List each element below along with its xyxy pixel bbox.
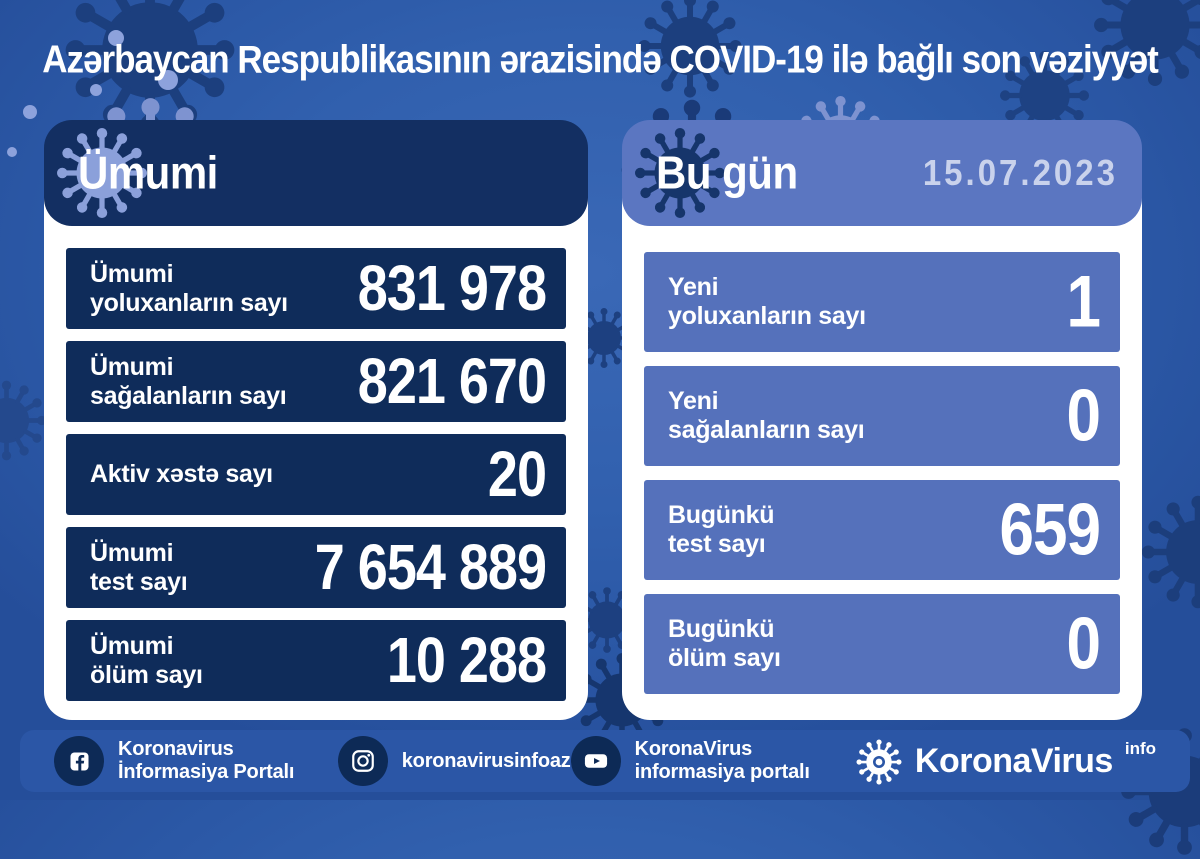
today-rows: Yeni yoluxanların sayı 1 Yeni sağalanlar… [644,252,1120,694]
panel-today-header: Bu gün 15.07.2023 [622,120,1142,226]
youtube-link[interactable]: KoronaVirus informasiya portalı [570,736,855,786]
stat-value: 0 [1066,375,1101,457]
facebook-label: Koronavirus İnformasiya Portalı [118,738,295,783]
stat-label: Ümumi ölüm sayı [90,631,203,689]
stat-label: Bugünkü test sayı [668,501,775,558]
stat-label: Bugünkü ölüm sayı [668,615,781,672]
stat-row-total-recovered: Ümumi sağalanların sayı 821 670 [66,341,566,422]
stat-row-total-infected: Ümumi yoluxanların sayı 831 978 [66,248,566,329]
facebook-link[interactable]: Koronavirus İnformasiya Portalı [54,736,338,786]
virus-logo-icon [856,739,902,784]
panel-today: Bu gün 15.07.2023 Yeni yoluxanların sayı… [622,120,1142,720]
stat-row-today-tests: Bugünkü test sayı 659 [644,480,1120,580]
footer-bar: Koronavirus İnformasiya Portalı koronavi… [20,730,1190,792]
stat-value: 1 [1066,261,1101,343]
dot-decoration [108,30,124,46]
stat-value: 10 288 [386,625,547,696]
panel-total-title: Ümumi [78,146,218,199]
brand-name: KoronaVirus [914,741,1113,780]
stat-row-new-recovered: Yeni sağalanların sayı 0 [644,366,1120,466]
stat-label: Ümumi sağalanların sayı [90,352,287,410]
total-rows: Ümumi yoluxanların sayı 831 978 Ümumi sa… [66,248,566,701]
instagram-icon [337,736,388,786]
stat-row-total-deaths: Ümumi ölüm sayı 10 288 [66,620,566,701]
stat-row-active-cases: Aktiv xəstə sayı 20 [66,434,566,515]
dot-decoration [7,147,17,157]
youtube-icon [570,736,621,786]
stat-label: Yeni yoluxanların sayı [668,273,866,330]
stat-value: 7 654 889 [314,532,547,603]
stat-value: 0 [1066,603,1101,685]
youtube-label: KoronaVirus informasiya portalı [634,738,810,783]
virus-decoration [1141,495,1200,609]
stat-row-total-tests: Ümumi test sayı 7 654 889 [66,527,566,608]
stat-label: Yeni sağalanların sayı [668,387,865,444]
brand-suffix: info [1124,738,1156,758]
stat-label: Aktiv xəstə sayı [90,460,273,489]
stat-row-today-deaths: Bugünkü ölüm sayı 0 [644,594,1120,694]
page-title: Azərbaycan Respublikasının ərazisində CO… [42,37,1159,82]
stat-value: 821 670 [357,346,547,417]
virus-decoration [0,380,47,461]
instagram-label: koronavirusinfoaz [401,749,571,772]
stat-value: 831 978 [357,253,547,324]
panel-total-header: Ümumi [44,120,588,226]
dot-decoration [23,105,37,119]
stat-value: 20 [487,439,547,510]
dot-decoration [90,84,102,96]
dot-decoration [158,70,178,90]
facebook-icon [54,736,104,786]
panel-total: Ümumi Ümumi yoluxanların sayı 831 978 Üm… [44,120,588,720]
report-date: 15.07.2023 [922,152,1118,193]
panel-today-title: Bu gün [656,146,798,199]
stat-label: Ümumi yoluxanların sayı [90,259,288,317]
stat-value: 659 [999,489,1101,571]
koronavirus-logo: KoronaVirus info [855,737,1156,786]
stat-label: Ümumi test sayı [90,538,188,596]
stat-row-new-infected: Yeni yoluxanların sayı 1 [644,252,1120,352]
instagram-link[interactable]: koronavirusinfoaz [337,736,571,786]
